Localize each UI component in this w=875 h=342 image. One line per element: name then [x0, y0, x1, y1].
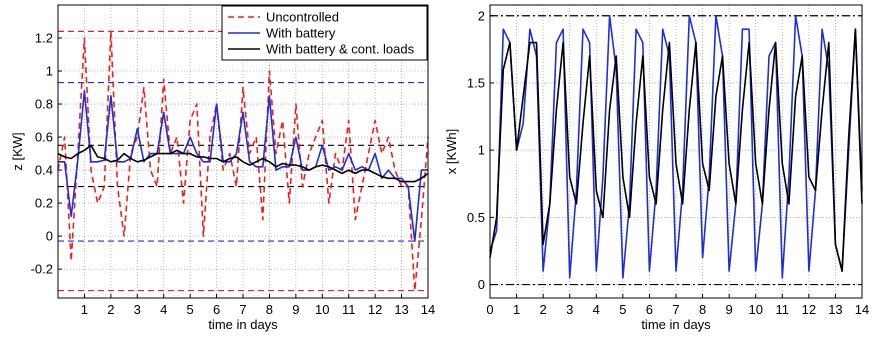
axes-frame: [489, 4, 863, 299]
x-tick-label: 8: [699, 302, 706, 317]
y-tick-label: 0.2: [35, 196, 53, 211]
y-tick-label: 0.4: [35, 163, 53, 178]
x-tick-label: 14: [855, 302, 869, 317]
x-tick-label: 12: [368, 302, 382, 317]
x-tick-label: 11: [776, 302, 790, 317]
y-tick-label: 0: [478, 277, 485, 292]
y-tick-label: 0: [46, 229, 53, 244]
x-tick-label: 2: [540, 302, 547, 317]
series-line: [58, 90, 428, 242]
x-tick-label: 8: [266, 302, 273, 317]
y-tick-label: 2: [478, 8, 485, 23]
x-tick-label: 7: [239, 302, 246, 317]
x-tick-label: 13: [394, 302, 408, 317]
x-tick-label: 10: [748, 302, 762, 317]
axes-frame: [57, 4, 429, 299]
x-tick-label: 3: [566, 302, 573, 317]
y-tick-label: 1: [478, 143, 485, 158]
x-tick-label: 5: [619, 302, 626, 317]
series-line: [57, 144, 429, 183]
x-tick-label: 7: [672, 302, 679, 317]
y-tick-label: 0.5: [467, 210, 485, 225]
x-tick-label: 3: [134, 302, 141, 317]
series-line: [489, 28, 863, 272]
x-tick-label: 1: [513, 302, 520, 317]
x-tick-label: 5: [187, 302, 194, 317]
x-tick-label: 2: [107, 302, 114, 317]
y-tick-label: 1.5: [467, 75, 485, 90]
series-line: [57, 30, 429, 292]
x-tick-label: 14: [421, 302, 435, 317]
x-tick-label: 6: [646, 302, 653, 317]
x-axis-label: time in days: [641, 317, 711, 332]
legend-label: With battery: [266, 26, 336, 41]
x-tick-label: 0: [486, 302, 493, 317]
legend-label: With battery & cont. loads: [266, 42, 415, 57]
x-tick-label: 13: [828, 302, 842, 317]
y-axis-label: z [KW]: [10, 132, 25, 170]
y-tick-label: 1: [46, 64, 53, 79]
x-tick-label: 9: [726, 302, 733, 317]
x-tick-label: 6: [213, 302, 220, 317]
y-tick-label: 0.8: [35, 97, 53, 112]
x-axis-label: time in days: [208, 317, 278, 332]
x-tick-label: 10: [315, 302, 329, 317]
x-tick-label: 1: [81, 302, 88, 317]
y-tick-label: -0.2: [31, 262, 53, 277]
y-axis-label: x [KWh]: [444, 129, 459, 175]
y-tick-label: 0.6: [35, 130, 53, 145]
legend-label: Uncontrolled: [266, 10, 339, 25]
x-tick-label: 12: [802, 302, 816, 317]
x-tick-label: 4: [160, 302, 167, 317]
y-tick-label: 1.2: [35, 31, 53, 46]
x-tick-label: 11: [342, 302, 356, 317]
x-tick-label: 9: [292, 302, 299, 317]
series-line: [489, 15, 863, 279]
x-tick-label: 4: [593, 302, 600, 317]
